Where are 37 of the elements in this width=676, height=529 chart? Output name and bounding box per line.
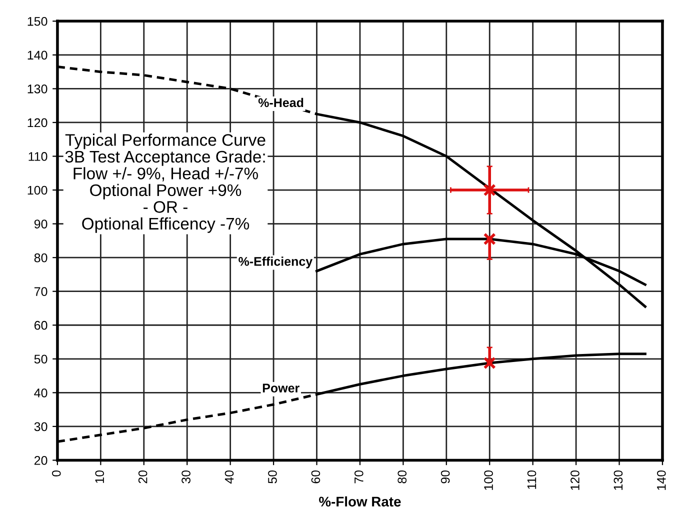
x-tick-label: 60 [311, 470, 320, 484]
y-tick-label: 150 [28, 16, 48, 26]
x-tick-label: 80 [398, 470, 407, 484]
x-tick-label: 70 [354, 470, 364, 484]
x-tick-label: 90 [440, 470, 450, 484]
y-tick-label: 50 [34, 354, 48, 364]
annotation: %-Head [258, 98, 304, 108]
x-tick-label: 40 [224, 470, 234, 484]
y-tick-label: 40 [34, 388, 48, 398]
annotation: Typical Performance Curve 3B Test Acceptance Grade: Flow +/- 9%, Head +/-7% Optional Power +9% - OR - Optional Efficency -7% [65, 134, 266, 233]
y-tick-label: 130 [28, 84, 48, 94]
y-tick-label: 30 [34, 422, 48, 432]
x-tick-label: 140 [656, 470, 666, 490]
y-tick-label: 90 [34, 220, 48, 228]
x-tick-label: 120 [570, 470, 580, 490]
x-tick-label: 20 [138, 470, 148, 484]
y-tick-label: 60 [34, 320, 48, 330]
y-tick-label: 80 [34, 253, 48, 262]
x-tick-label: 0 [52, 470, 61, 476]
point [483, 184, 496, 196]
y-tick-label: 140 [28, 50, 48, 60]
y-tick-label: 70 [34, 287, 48, 296]
point [483, 232, 496, 246]
x-tick-label: 130 [614, 470, 623, 490]
y-tick-label: 110 [28, 152, 48, 161]
x-tick-label: 100 [484, 470, 493, 490]
x-tick-label: 30 [182, 470, 190, 484]
y-tick-label: 20 [34, 456, 48, 465]
x-axis-title: %-Flow Rate [319, 496, 401, 507]
y-tick-label: 100 [28, 186, 48, 195]
x-tick-label: 10 [95, 470, 104, 483]
annotation: Power [262, 384, 300, 392]
x-tick-label: 110 [527, 470, 536, 489]
point [483, 356, 496, 370]
x-tick-label: 50 [268, 470, 277, 484]
y-tick-label: 120 [28, 118, 48, 128]
annotation: %-Efficiency [238, 256, 313, 268]
